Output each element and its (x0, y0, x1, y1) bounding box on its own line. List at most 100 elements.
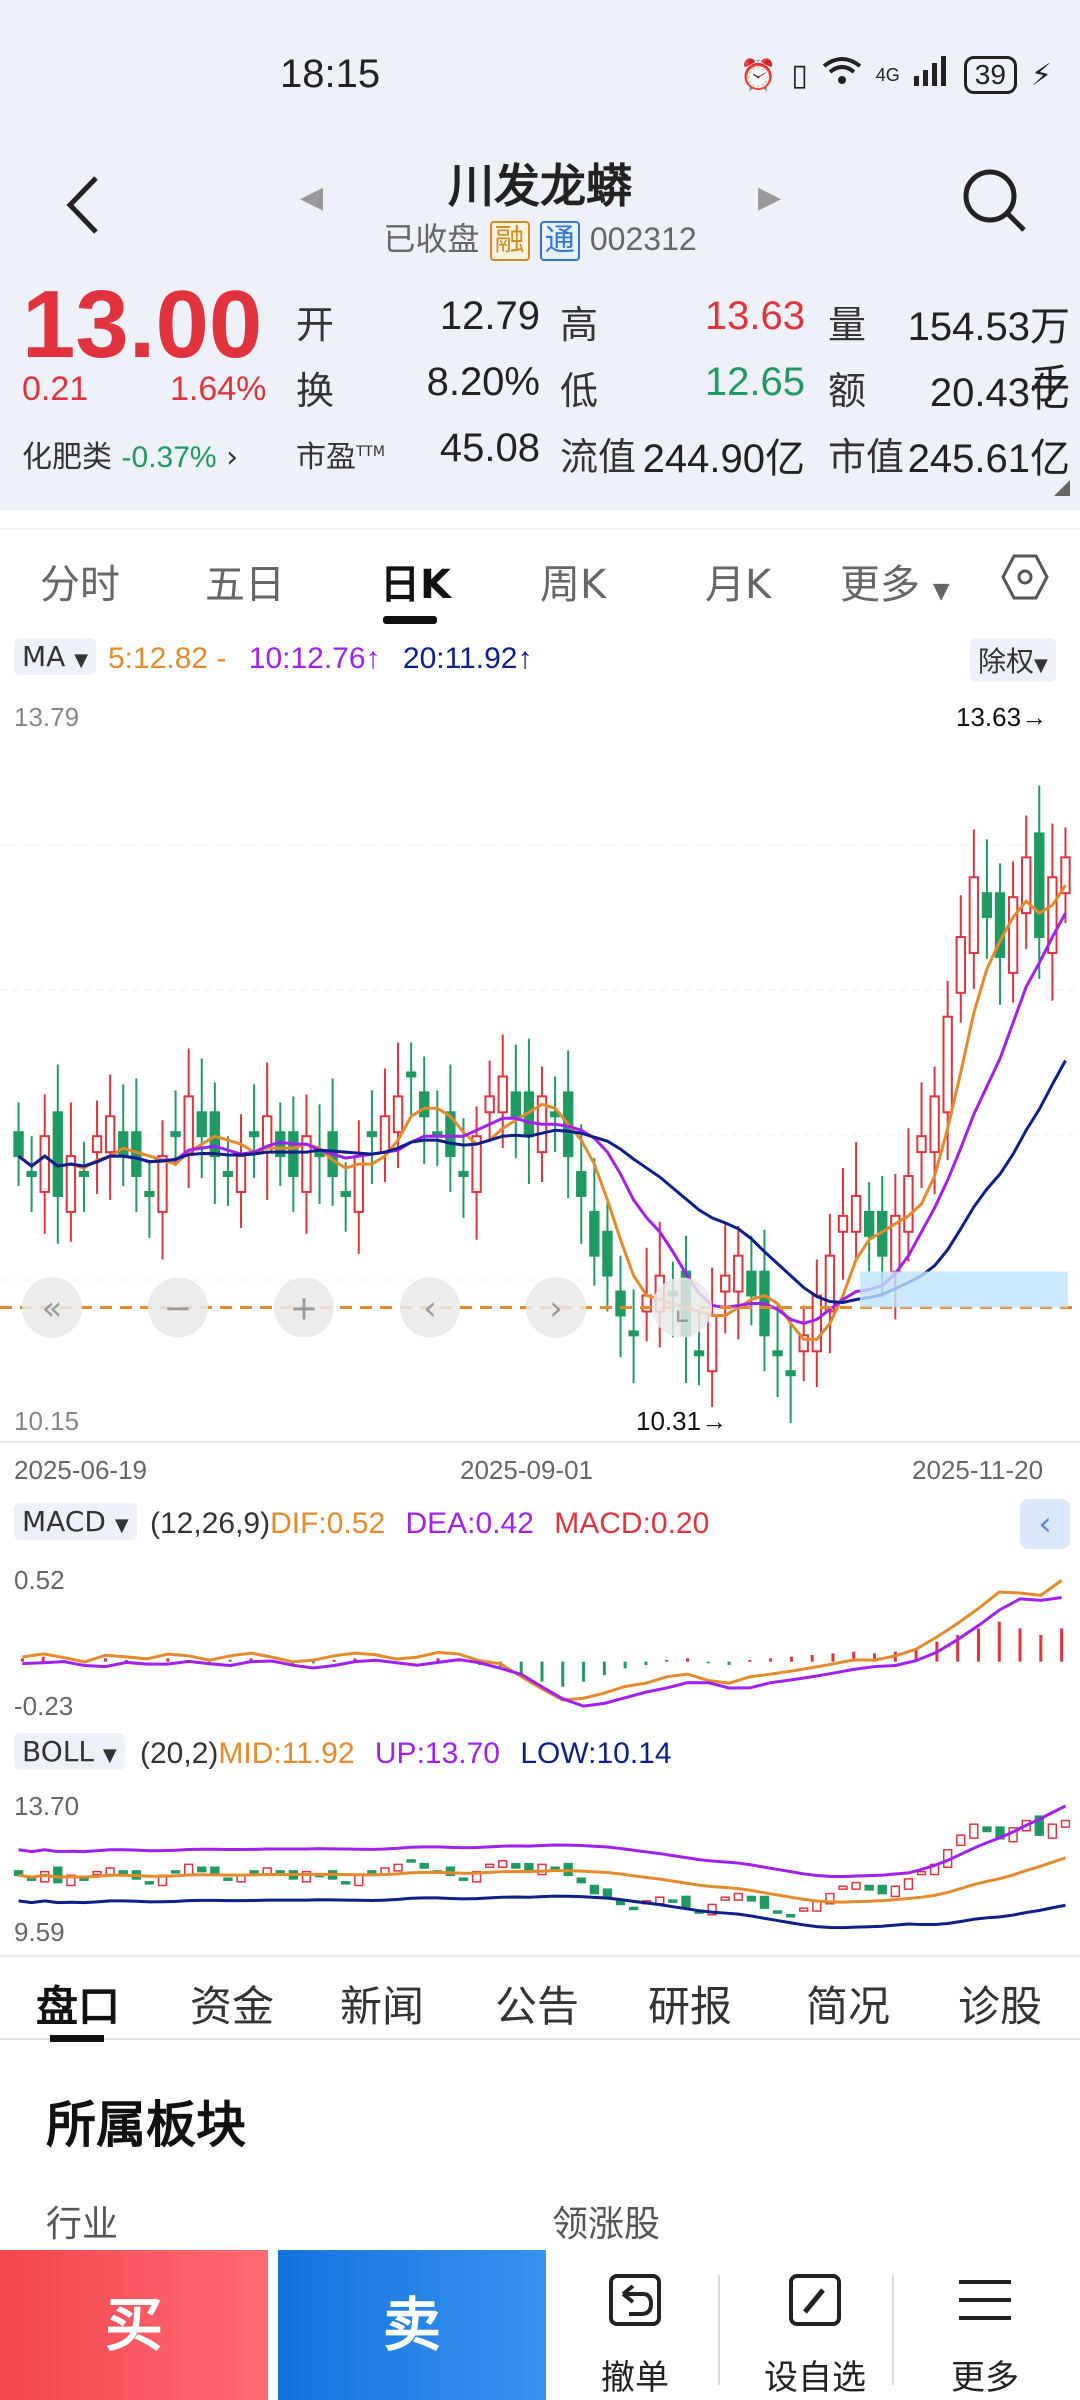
tab-profile[interactable]: 简况 (806, 1982, 891, 2031)
back-button[interactable] (58, 170, 118, 240)
boll-candle (1060, 1819, 1071, 1828)
macd-selector[interactable]: MACD ▼ (14, 1503, 137, 1540)
market-cap-label: 市值 (828, 435, 905, 479)
chevron-right-icon: › (226, 440, 239, 475)
tab-diagnosis[interactable]: 诊股 (958, 1982, 1043, 2031)
ma5-value: 5:12.82 - (108, 642, 227, 675)
boll-candle (969, 1823, 979, 1839)
status-icons: ⏰ ▯ 4G 39 ⚡ (740, 56, 1052, 94)
candle-body (405, 1071, 417, 1078)
tab-announcements[interactable]: 公告 (495, 1982, 580, 2031)
candle-body (314, 1151, 325, 1158)
pe-value: 45.08 (439, 426, 540, 470)
candle-body (929, 1095, 940, 1154)
battery-indicator: 39 (963, 56, 1017, 94)
candle-body (26, 1171, 37, 1178)
boll-candle (720, 1896, 730, 1901)
last-price: 13.00 (22, 271, 263, 378)
candle-body (183, 1095, 194, 1154)
tab-more[interactable]: 更多 ▼ (840, 562, 950, 608)
caret-down-icon: ▼ (1034, 655, 1048, 676)
cancel-order-label: 撤单 (601, 2358, 669, 2398)
candle-body (65, 1155, 77, 1213)
boll-candle (249, 1870, 259, 1874)
add-watchlist-button[interactable]: 设自选 (730, 2250, 900, 2400)
sell-button[interactable]: 卖 (278, 2250, 546, 2400)
candle-body (968, 876, 980, 954)
collapse-panel-icon[interactable]: ‹ (1020, 1499, 1070, 1549)
more-label: 更多 (951, 2358, 1019, 2398)
candle-body (798, 1334, 809, 1353)
buy-button[interactable]: 买 (0, 2250, 268, 2400)
candle-body (235, 1155, 247, 1193)
hexagon-settings-icon[interactable] (1000, 552, 1050, 602)
boll-values: (20,2)MID:11.92 UP:13.70 LOW:10.14 (140, 1737, 672, 1770)
boll-candle (1047, 1823, 1058, 1839)
adjust-selector[interactable]: 除权▼ (970, 638, 1056, 682)
candle-body (78, 1171, 90, 1178)
candle-body (91, 1135, 103, 1154)
expand-icon[interactable]: ⌞ (652, 1277, 712, 1338)
boll-candle (707, 1903, 717, 1916)
svg-text:+: + (290, 1288, 319, 1328)
prev-stock-arrow-icon[interactable]: ◀ (300, 180, 324, 215)
left-icon[interactable]: ‹ (400, 1277, 460, 1338)
market-cap-value: 245.61亿 (907, 437, 1070, 481)
cancel-order-button[interactable]: 撤单 (550, 2250, 720, 2400)
volume-value: 154.53万手 (907, 305, 1070, 407)
candle-body (785, 1370, 796, 1377)
search-icon[interactable] (960, 166, 1030, 236)
candlestick-chart[interactable]: « − + ‹ › ⌞ 13.79 10.15 13.63→ 10.31→ (0, 690, 1080, 1450)
ma-selector[interactable]: MA ▼ (14, 638, 97, 675)
macd-header: MACD ▼ (12,26,9)DIF:0.52 DEA:0.42 MACD:0… (0, 1495, 1080, 1555)
tab-five-day[interactable]: 五日 (205, 562, 285, 608)
zoom-in-icon[interactable]: + (274, 1277, 334, 1338)
low-marker: 10.31→ (636, 1406, 727, 1436)
highlight-zone (860, 1271, 1068, 1308)
active-info-tab-indicator (50, 2035, 104, 2042)
tab-intraday[interactable]: 分时 (40, 562, 120, 608)
high-value: 13.63 (704, 294, 805, 338)
tab-monthly-k[interactable]: 月K (705, 562, 772, 608)
edit-icon (789, 2274, 841, 2326)
boll-selector[interactable]: BOLL ▼ (14, 1733, 125, 1770)
boll-chart[interactable]: 13.70 9.59 (0, 1785, 1080, 1955)
open-value: 12.79 (439, 294, 540, 338)
expand-corner-icon[interactable] (1054, 480, 1070, 496)
svg-text:0.52: 0.52 (14, 1565, 65, 1595)
next-stock-arrow-icon[interactable]: ▶ (758, 180, 782, 215)
tab-research[interactable]: 研报 (648, 1982, 733, 2031)
sector-link[interactable]: 化肥类 -0.37% › (22, 432, 238, 476)
tab-order-book[interactable]: 盘口 (36, 1982, 121, 2031)
tab-news[interactable]: 新闻 (340, 1982, 425, 2031)
caret-down-icon: ▼ (114, 1515, 129, 1536)
candle-body (693, 1350, 705, 1357)
section-title: 所属板块 (46, 2096, 246, 2154)
dea-line (22, 1596, 1062, 1708)
macd-chart[interactable]: 0.52 -0.23 (0, 1555, 1080, 1720)
boll-candle (903, 1878, 914, 1890)
zoom-out-icon[interactable]: − (148, 1277, 208, 1338)
boll-candle (668, 1899, 678, 1903)
double-left-icon[interactable]: « (22, 1277, 82, 1338)
menu-icon (959, 2280, 1011, 2320)
tab-weekly-k[interactable]: 周K (540, 562, 607, 608)
candle-body (157, 1155, 168, 1213)
boll-candle (956, 1834, 966, 1847)
more-button[interactable]: 更多 (900, 2250, 1070, 2400)
candle-body (916, 1135, 927, 1154)
candle-body (39, 1135, 50, 1193)
tab-daily-k[interactable]: 日K (380, 562, 451, 608)
candle-body (1007, 896, 1019, 974)
right-icon[interactable]: › (526, 1277, 586, 1338)
candle-body (445, 1111, 456, 1158)
candle-body (837, 1214, 849, 1233)
x-tick-label: 2025-09-01 (460, 1455, 593, 1485)
boll-candle (367, 1870, 377, 1874)
info-tabs: 盘口 资金 新闻 公告 研报 简况 诊股 (0, 1955, 1080, 2042)
high-label: 高 (560, 303, 599, 347)
tab-capital[interactable]: 资金 (190, 1982, 275, 2031)
candle-body (104, 1115, 116, 1154)
candle-body (746, 1270, 757, 1297)
macd-values: (12,26,9)DIF:0.52 DEA:0.42 MACD:0.20 (150, 1507, 710, 1540)
